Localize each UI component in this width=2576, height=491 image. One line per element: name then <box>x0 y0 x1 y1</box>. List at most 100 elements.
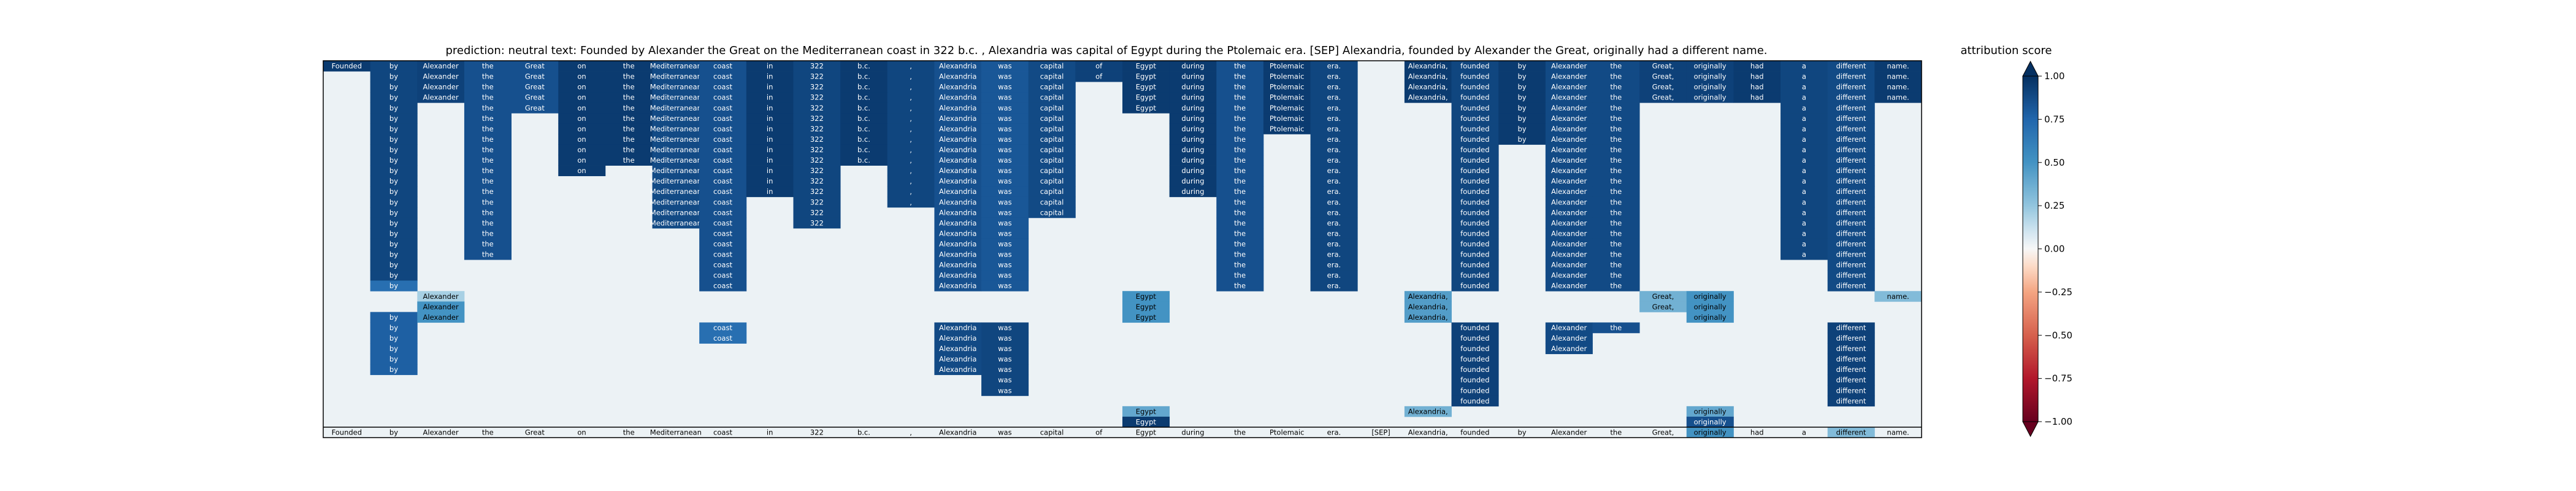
heatmap-cell <box>1451 228 1499 239</box>
heatmap-cell-label: a <box>1802 62 1806 71</box>
heatmap-cell-label: 322 <box>810 156 824 164</box>
heatmap-cell <box>464 186 512 198</box>
heatmap-cell <box>981 92 1029 103</box>
heatmap-cell-label: had <box>1750 93 1764 102</box>
heatmap-cell <box>1781 71 1828 82</box>
heatmap-cell <box>1169 82 1217 93</box>
heatmap-cell-label: 322 <box>810 218 824 227</box>
heatmap-cell-label: a <box>1802 187 1806 196</box>
heatmap-cell-label: coast <box>713 282 732 290</box>
heatmap-cell-label: b.c. <box>857 125 870 133</box>
heatmap-cell-label: during <box>1181 104 1204 112</box>
heatmap-cell-label: the <box>1234 62 1246 71</box>
heatmap-cell <box>370 207 418 218</box>
heatmap-cell <box>1404 92 1452 103</box>
heatmap-cell <box>652 196 700 208</box>
heatmap-cell <box>981 71 1029 82</box>
heatmap-cell-label: by <box>1517 83 1526 91</box>
heatmap-cell <box>934 61 982 72</box>
heatmap-cell-label: by <box>389 62 398 71</box>
heatmap-cell <box>1686 71 1734 82</box>
heatmap-cell <box>1169 186 1217 198</box>
heatmap-cell <box>1498 113 1546 124</box>
heatmap-cell-label: a <box>1802 177 1806 185</box>
heatmap-cell-label: was <box>998 334 1011 342</box>
heatmap-cell-label: 322 <box>810 166 824 175</box>
heatmap-cell-label: 322 <box>810 93 824 102</box>
heatmap-cell <box>934 123 982 134</box>
heatmap-cell-label: era. <box>1327 93 1341 102</box>
heatmap-cell-label: coast <box>713 334 732 342</box>
heatmap-cell-label: Mediterranean <box>650 166 702 175</box>
heatmap-cell <box>1686 61 1734 72</box>
heatmap-cell <box>699 71 747 82</box>
heatmap-cell <box>840 155 888 166</box>
heatmap-cell-label: the <box>1234 72 1246 81</box>
heatmap-cell <box>1686 427 1734 438</box>
heatmap-cell-label: Alexandria <box>939 166 976 175</box>
heatmap-cell-label: had <box>1750 83 1764 91</box>
heatmap-cell <box>464 228 512 239</box>
heatmap-cell <box>1451 343 1499 354</box>
heatmap-cell-label: a <box>1802 166 1806 175</box>
heatmap-cell-label: on <box>577 114 586 123</box>
heatmap-cell-label: a <box>1802 125 1806 133</box>
heatmap-cell-label: in <box>767 187 773 196</box>
heatmap-cell-label: the <box>1610 271 1622 280</box>
heatmap-cell-label: Mediterranean <box>650 177 702 185</box>
heatmap-cell <box>1451 385 1499 396</box>
heatmap-cell-label: , <box>910 177 912 185</box>
heatmap-cell-label: , <box>910 166 912 175</box>
heatmap-cell-label: the <box>1610 93 1622 102</box>
heatmap-cell-label: capital <box>1040 166 1064 175</box>
heatmap-cell <box>464 102 512 114</box>
heatmap-cell <box>1592 238 1640 250</box>
colorbar-tick-label: 0.25 <box>2044 200 2064 211</box>
heatmap-cell-label: the <box>482 208 494 217</box>
heatmap-cell <box>464 123 512 134</box>
heatmap-cell-label: a <box>1802 218 1806 227</box>
heatmap-cell <box>1122 102 1170 114</box>
heatmap-cell <box>793 207 841 218</box>
heatmap-cell <box>746 123 794 134</box>
heatmap-cell <box>1545 343 1593 354</box>
heatmap-cell-label: Great <box>525 83 545 91</box>
heatmap-cell-label: by <box>389 156 398 164</box>
heatmap-cell <box>1827 155 1875 166</box>
heatmap-cell-label: Great, <box>1652 93 1674 102</box>
heatmap-cell <box>746 82 794 93</box>
heatmap-cell <box>652 217 700 229</box>
heatmap-cell-label: 322 <box>810 208 824 217</box>
heatmap-cell-label: founded <box>1460 376 1489 384</box>
heatmap-cell-label: b.c. <box>857 114 870 123</box>
heatmap-cell-label: coast <box>713 250 732 259</box>
heatmap-cell-label: the <box>482 145 494 154</box>
heatmap-cell <box>1827 374 1875 386</box>
heatmap-cell-label: the <box>482 239 494 248</box>
heatmap-cell <box>1874 92 1922 103</box>
heatmap-cell-label: by <box>389 229 398 238</box>
heatmap-cell-label: coast <box>713 208 732 217</box>
heatmap-cell-label: in <box>767 177 773 185</box>
heatmap-cell-label: different <box>1836 62 1866 71</box>
heatmap-cell <box>793 155 841 166</box>
colorbar-tick-label: 0.50 <box>2044 157 2064 168</box>
heatmap-cell <box>746 165 794 177</box>
heatmap-cell-label: different <box>1836 365 1866 374</box>
heatmap-cell-label: was <box>998 83 1011 91</box>
heatmap-cell <box>699 176 747 187</box>
heatmap-cell-label: Alexander <box>1551 282 1587 290</box>
heatmap-cell-label: founded <box>1460 72 1489 81</box>
heatmap-cell <box>793 102 841 114</box>
heatmap-cell <box>605 61 653 72</box>
heatmap-cell <box>464 238 512 250</box>
heatmap-cell-label: different <box>1836 386 1866 395</box>
heatmap-cell-label: originally <box>1694 407 1727 416</box>
heatmap-cell <box>1781 82 1828 93</box>
heatmap-cell-label: the <box>1234 282 1246 290</box>
heatmap-cell <box>1639 71 1687 82</box>
heatmap-cell <box>699 92 747 103</box>
heatmap-cell <box>1781 207 1828 218</box>
heatmap-cell-label: a <box>1802 135 1806 144</box>
heatmap-cell-label: era. <box>1327 218 1341 227</box>
